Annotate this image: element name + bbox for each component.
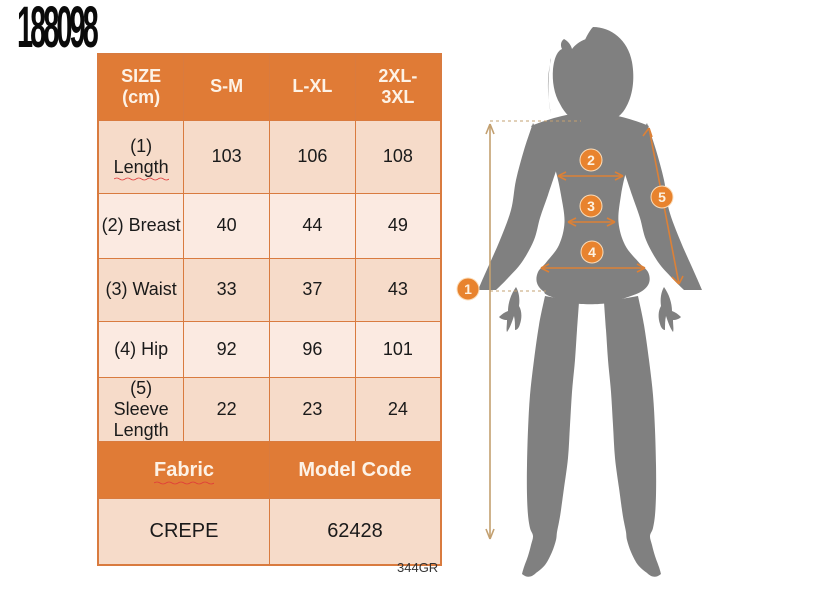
svg-text:1: 1 xyxy=(464,281,472,297)
svg-text:3: 3 xyxy=(587,198,595,214)
svg-text:2: 2 xyxy=(587,152,595,168)
svg-text:5: 5 xyxy=(658,189,666,205)
svg-text:4: 4 xyxy=(588,244,596,260)
